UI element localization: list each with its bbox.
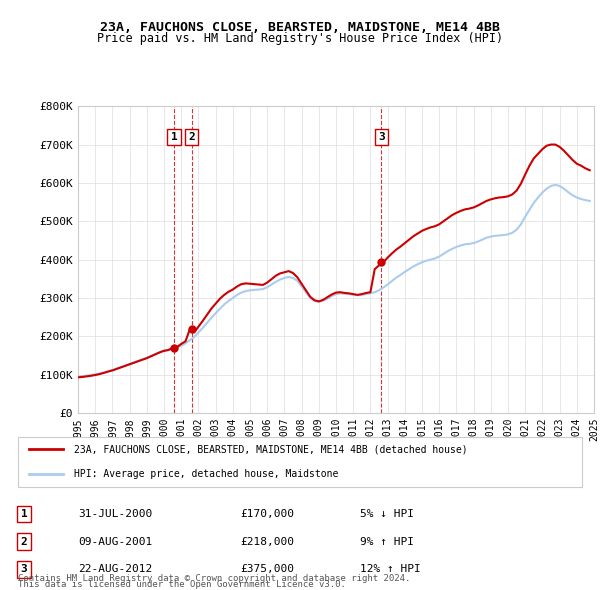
Text: 3: 3 <box>20 565 28 574</box>
Text: £170,000: £170,000 <box>240 509 294 519</box>
Text: 1: 1 <box>170 132 178 142</box>
Text: 31-JUL-2000: 31-JUL-2000 <box>78 509 152 519</box>
Text: 5% ↓ HPI: 5% ↓ HPI <box>360 509 414 519</box>
Text: HPI: Average price, detached house, Maidstone: HPI: Average price, detached house, Maid… <box>74 469 339 479</box>
Text: £375,000: £375,000 <box>240 565 294 574</box>
Text: Contains HM Land Registry data © Crown copyright and database right 2024.: Contains HM Land Registry data © Crown c… <box>18 574 410 583</box>
Text: 2: 2 <box>20 537 28 546</box>
Text: 12% ↑ HPI: 12% ↑ HPI <box>360 565 421 574</box>
Text: 1: 1 <box>20 509 28 519</box>
Text: Price paid vs. HM Land Registry's House Price Index (HPI): Price paid vs. HM Land Registry's House … <box>97 32 503 45</box>
Text: 3: 3 <box>378 132 385 142</box>
FancyBboxPatch shape <box>18 437 582 487</box>
Text: £218,000: £218,000 <box>240 537 294 546</box>
Text: 23A, FAUCHONS CLOSE, BEARSTED, MAIDSTONE, ME14 4BB: 23A, FAUCHONS CLOSE, BEARSTED, MAIDSTONE… <box>100 21 500 34</box>
Text: This data is licensed under the Open Government Licence v3.0.: This data is licensed under the Open Gov… <box>18 580 346 589</box>
Text: 23A, FAUCHONS CLOSE, BEARSTED, MAIDSTONE, ME14 4BB (detached house): 23A, FAUCHONS CLOSE, BEARSTED, MAIDSTONE… <box>74 444 468 454</box>
Text: 9% ↑ HPI: 9% ↑ HPI <box>360 537 414 546</box>
Text: 2: 2 <box>188 132 195 142</box>
Text: 09-AUG-2001: 09-AUG-2001 <box>78 537 152 546</box>
Text: 22-AUG-2012: 22-AUG-2012 <box>78 565 152 574</box>
